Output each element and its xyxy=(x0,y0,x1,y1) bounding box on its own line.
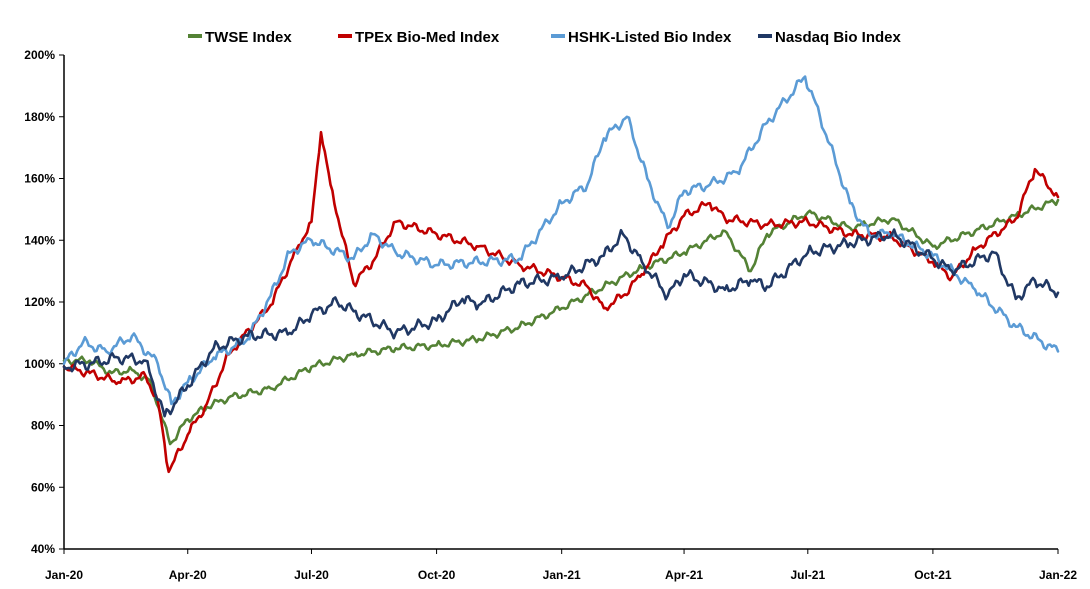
y-tick-label: 80% xyxy=(31,419,55,433)
x-tick-label: Jan-20 xyxy=(45,568,83,582)
y-tick-label: 60% xyxy=(31,480,55,494)
y-tick-label: 120% xyxy=(24,295,55,309)
x-tick-label: Apr-20 xyxy=(169,568,207,582)
x-tick-label: Oct-21 xyxy=(914,568,952,582)
y-tick-label: 100% xyxy=(24,357,55,371)
y-tick-label: 180% xyxy=(24,110,55,124)
legend-label-hshk-listed-bio-index: HSHK-Listed Bio Index xyxy=(568,29,732,46)
x-tick-label: Apr-21 xyxy=(665,568,703,582)
y-tick-label: 160% xyxy=(24,172,55,186)
x-tick-label: Jan-22 xyxy=(1039,568,1077,582)
y-tick-label: 40% xyxy=(31,542,55,556)
axes: 40% 60% 80% 100% 120% 140% 160% 180% 200% Jan-20 A… xyxy=(24,48,1077,582)
y-tick-label: 200% xyxy=(24,48,55,62)
series-line-nasdaq-bio-index xyxy=(62,228,1060,418)
legend-label-tpex-bio-med-index: TPEx Bio-Med Index xyxy=(355,29,500,46)
series-layer xyxy=(62,75,1060,474)
legend: TWSE Index TPEx Bio-Med Index HSHK-Listed … xyxy=(188,29,902,46)
series-line-twse-index xyxy=(62,198,1060,446)
x-tick-label: Jul-21 xyxy=(790,568,825,582)
series-line-tpex-bio-med-index xyxy=(62,130,1060,474)
y-tick-label: 140% xyxy=(24,233,55,247)
legend-label-nasdaq-bio-index: Nasdaq Bio Index xyxy=(775,29,902,46)
x-tick-label: Oct-20 xyxy=(418,568,456,582)
legend-label-twse-index: TWSE Index xyxy=(205,29,292,46)
x-tick-label: Jan-21 xyxy=(543,568,581,582)
x-tick-label: Jul-20 xyxy=(294,568,329,582)
